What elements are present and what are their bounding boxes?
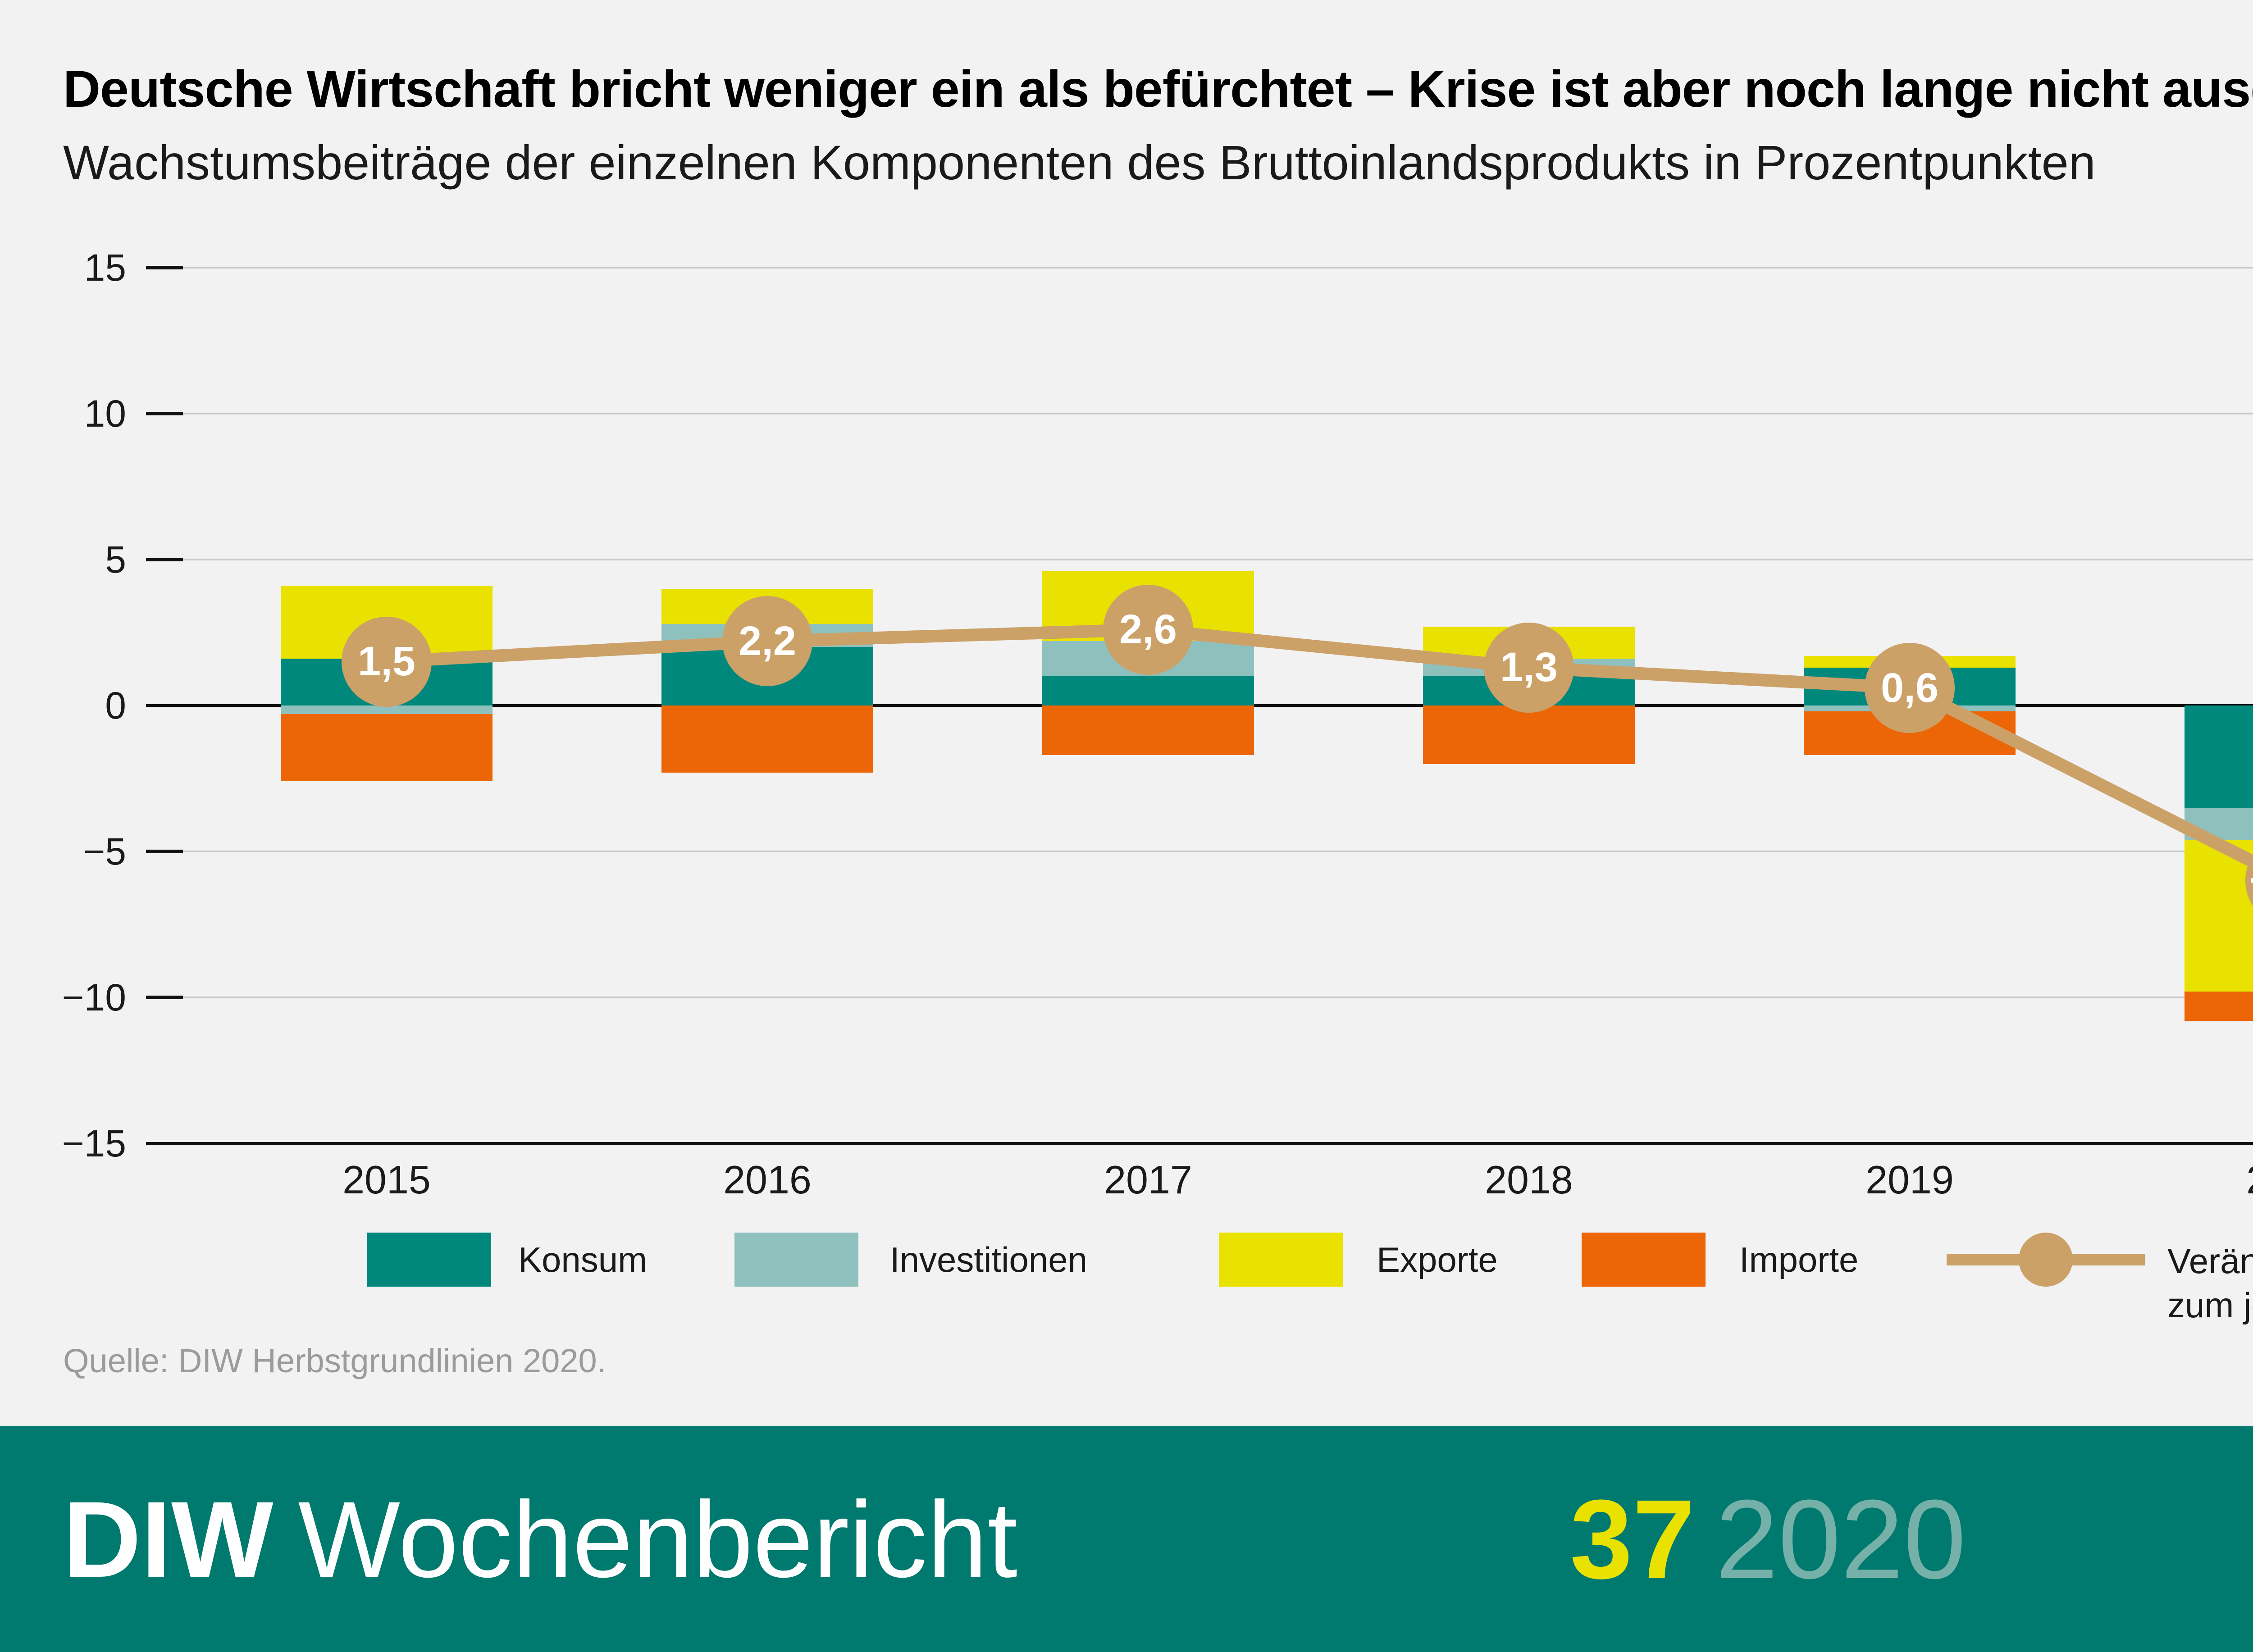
gridline-15 (183, 267, 2253, 269)
x-axis-label-2018: 2018 (1485, 1157, 1573, 1202)
page-title: Deutsche Wirtschaft bricht weniger ein a… (63, 60, 2253, 118)
y-axis-label-0: 0 (105, 684, 126, 727)
gridline-5 (183, 559, 2253, 560)
publication-name: DIW Wochenbericht (63, 1426, 1017, 1652)
gdp-point-label-2017: 2,6 (1119, 606, 1177, 653)
y-tick--10 (146, 996, 183, 999)
y-axis-label--10: −10 (62, 976, 127, 1019)
bar-segment-importe-2016 (661, 705, 873, 773)
y-axis-label-10: 10 (84, 392, 126, 435)
gridline--15 (146, 1142, 2253, 1145)
bar-segment-importe-2020 (2185, 992, 2253, 1021)
issue-year: 2020 (1715, 1476, 1966, 1602)
bar-segment-exporte-2020 (2185, 840, 2253, 992)
y-axis-label--5: −5 (83, 830, 126, 873)
legend-line-description: Veränderung des Bruttoinlandsprodukts im… (2167, 1241, 2253, 1325)
bar-segment-importe-2015 (281, 714, 493, 782)
gridline--5 (183, 851, 2253, 852)
legend-label-importe: Importe (1739, 1240, 1859, 1279)
publication-name-bold: DIW (63, 1479, 274, 1600)
chart-legend: Konsum Investitionen Exporte Importe Verände… (0, 1233, 2253, 1336)
page-subtitle: Wachstumsbeiträge der einzelnen Komponen… (63, 135, 2096, 190)
legend-label-konsum: Konsum (518, 1240, 648, 1279)
y-axis-label--15: −15 (62, 1122, 127, 1165)
source-note: Quelle: DIW Herbstgrundlinien 2020. (63, 1342, 607, 1379)
bar-segment-investitionen-2020 (2185, 807, 2253, 840)
gdp-point-2018: 1,3 (1484, 622, 1574, 713)
bar-segment-importe-2018 (1423, 705, 1635, 764)
y-tick--5 (146, 850, 183, 853)
x-axis-label-2017: 2017 (1104, 1157, 1192, 1202)
bar-segment-importe-2017 (1042, 705, 1254, 755)
gdp-point-2017: 2,6 (1103, 584, 1193, 675)
legend-label-investitionen: Investitionen (890, 1240, 1087, 1279)
gdp-point-label-2020: −6,0 (2249, 857, 2253, 904)
gridline-10 (183, 413, 2253, 414)
y-axis-label-5: 5 (105, 538, 126, 581)
gdp-point-2019: 0,6 (1865, 643, 1955, 733)
legend-swatch-importe (1582, 1233, 1706, 1287)
x-axis-label-2016: 2016 (723, 1157, 812, 1202)
y-axis-label-15: 15 (84, 246, 126, 289)
legend-line-dot-icon (2019, 1233, 2073, 1287)
gdp-point-label-2018: 1,3 (1500, 644, 1558, 691)
x-axis-label-2019: 2019 (1865, 1157, 1954, 1202)
gdp-point-2016: 2,2 (722, 596, 812, 687)
y-tick-15 (146, 266, 183, 269)
legend-swatch-konsum (367, 1233, 491, 1287)
legend-swatch-investitionen (734, 1233, 858, 1287)
gdp-point-2015: 1,5 (342, 616, 432, 707)
bar-segment-konsum-2020 (2185, 705, 2253, 808)
x-axis-label-2020: 2020 (2155, 1157, 2253, 1203)
brand-footer-bar: DIW Wochenbericht 37 2020 DIW BERLIN (0, 1426, 2253, 1652)
publication-name-regular: Wochenbericht (298, 1479, 1017, 1600)
bar-segment-konsum-2017 (1042, 676, 1254, 705)
chart-plot-area: Prognose 151050−5−10−1520152016201720182… (62, 246, 2253, 1202)
x-axis-label-2015: 2015 (342, 1157, 431, 1202)
y-tick-5 (146, 558, 183, 561)
gdp-point-label-2015: 1,5 (358, 638, 415, 685)
gdp-point-label-2019: 0,6 (1881, 664, 1938, 711)
legend-swatch-exporte (1219, 1233, 1343, 1287)
y-tick-10 (146, 412, 183, 415)
bar-segment-investitionen-2015 (281, 705, 493, 715)
legend-label-exporte: Exporte (1377, 1240, 1498, 1279)
issue-number: 37 (1570, 1476, 1696, 1602)
issue-info: 37 2020 (1570, 1426, 1966, 1652)
gdp-point-label-2016: 2,2 (739, 618, 796, 664)
gridline--10 (183, 997, 2253, 998)
